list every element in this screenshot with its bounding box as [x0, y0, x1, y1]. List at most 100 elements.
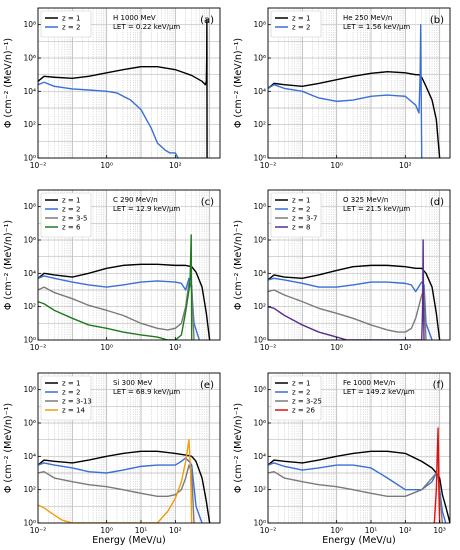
legend: z = 1z = 2z = 3-25z = 26 — [270, 375, 322, 421]
x-tick-label: 10⁻² — [30, 343, 47, 352]
x-axis-label: Energy (MeV/u) — [92, 535, 165, 546]
series-line-z-3-13 — [38, 464, 195, 523]
series-line-z-26 — [433, 427, 441, 523]
series-line-z-1 — [268, 450, 450, 523]
x-tick-label: 10⁰ — [330, 343, 343, 352]
legend-entry: z = 2 — [292, 24, 310, 32]
panel-tag: (e) — [200, 380, 214, 391]
legend-entry: z = 3-7 — [292, 215, 317, 223]
y-axis-label: Φ (cm⁻² (MeV/n)⁻¹) — [233, 220, 244, 310]
legend-entry: z = 2 — [292, 206, 310, 214]
y-tick-label: 10⁸ — [253, 202, 266, 211]
legend-entry: z = 8 — [292, 224, 310, 232]
y-tick-label: 10⁶ — [23, 236, 36, 245]
legend-entry: z = 2 — [62, 389, 80, 397]
panel-tag: (c) — [201, 197, 214, 208]
panel-tag: (b) — [430, 15, 444, 26]
series-line-z-3-5 — [38, 281, 195, 340]
let-label: LET = 149.2 keV/µm — [343, 388, 415, 396]
series-line-z-1 — [268, 71, 441, 158]
y-tick-label: 10⁰ — [253, 154, 266, 163]
y-tick-label: 10² — [23, 302, 36, 311]
series-line-z-3-7 — [268, 289, 427, 340]
y-tick-label: 10⁰ — [23, 519, 36, 528]
y-tick-label: 10⁸ — [23, 20, 36, 29]
y-tick-label: 10² — [23, 120, 36, 129]
x-tick-label: 10⁰ — [330, 526, 343, 535]
legend-entry: z = 3-13 — [62, 398, 92, 406]
legend-entry: z = 1 — [62, 197, 80, 205]
y-tick-label: 10⁴ — [253, 452, 266, 461]
y-tick-label: 10⁶ — [253, 236, 266, 245]
series-line-z-3-25 — [268, 470, 444, 523]
legend-entry: z = 1 — [62, 380, 80, 388]
y-axis-label: Φ (cm⁻² (MeV/n)⁻¹) — [233, 38, 244, 128]
legend-entry: z = 1 — [292, 380, 310, 388]
series-line-z-1 — [268, 264, 441, 340]
y-tick-label: 10⁶ — [253, 54, 266, 63]
legend: z = 1z = 2 — [40, 10, 92, 38]
ion-label: C 290 MeV/n — [113, 196, 158, 204]
y-tick-label: 10⁸ — [253, 385, 266, 394]
legend: z = 1z = 2z = 3-7z = 8 — [270, 192, 322, 238]
y-tick-label: 10⁴ — [23, 87, 36, 96]
x-axis-label: Energy (MeV/u) — [322, 535, 395, 546]
y-tick-label: 10⁴ — [253, 269, 266, 278]
y-tick-label: 10⁰ — [253, 519, 266, 528]
legend-entry: z = 2 — [62, 206, 80, 214]
plot-frame — [37, 189, 221, 341]
let-label: LET = 21.5 keV/µm — [343, 205, 410, 213]
x-tick-label: 10² — [169, 161, 182, 170]
legend-entry: z = 26 — [292, 407, 315, 415]
ion-label: Fe 1000 MeV/n — [343, 379, 395, 387]
legend-entry: z = 3-25 — [292, 398, 322, 406]
plot-frame — [37, 372, 221, 524]
x-tick-label: 10⁰ — [100, 161, 113, 170]
legend-entry: z = 1 — [292, 197, 310, 205]
let-label: LET = 0.22 keV/µm — [113, 23, 180, 31]
x-tick-label: 10² — [169, 343, 182, 352]
series-line-z-2 — [38, 81, 179, 158]
x-tick-label: 10¹ — [135, 526, 148, 535]
x-tick-label: 10² — [399, 161, 412, 170]
y-tick-label: 10² — [23, 485, 36, 494]
x-tick-label: 10⁰ — [100, 526, 113, 535]
legend-entry: z = 14 — [62, 407, 85, 415]
y-tick-label: 10⁶ — [253, 419, 266, 428]
legend-entry: z = 3-5 — [62, 215, 87, 223]
y-axis-label: Φ (cm⁻² (MeV/n)⁻¹) — [3, 220, 14, 310]
series-line-z-2 — [268, 23, 423, 158]
x-tick-label: 10⁰ — [100, 343, 113, 352]
y-tick-label: 10⁸ — [23, 202, 36, 211]
y-axis-label: Φ (cm⁻² (MeV/n)⁻¹) — [3, 38, 14, 128]
plot-frame — [267, 372, 451, 524]
y-tick-label: 10² — [253, 302, 266, 311]
x-tick-label: 10⁻² — [260, 343, 277, 352]
legend-entry: z = 1 — [62, 15, 80, 23]
x-tick-label: 10⁻² — [260, 526, 277, 535]
legend: z = 1z = 2z = 3-13z = 14 — [40, 375, 92, 421]
x-tick-label: 10² — [399, 526, 412, 535]
grid — [267, 189, 451, 341]
plot-frame — [37, 7, 221, 159]
let-label: LET = 12.9 keV/µm — [113, 205, 180, 213]
panel-tag: (a) — [200, 15, 214, 26]
x-tick-label: 10⁻² — [30, 161, 47, 170]
let-label: LET = 1.56 keV/µm — [343, 23, 410, 31]
x-tick-label: 10⁰ — [330, 161, 343, 170]
panel-tag: (d) — [430, 197, 444, 208]
y-axis-label: Φ (cm⁻² (MeV/n)⁻¹) — [3, 403, 14, 493]
y-tick-label: 10⁴ — [23, 269, 36, 278]
panel-tag: (f) — [433, 380, 444, 391]
y-tick-label: 10² — [253, 485, 266, 494]
series-line-z-1 — [38, 18, 208, 158]
y-tick-label: 10⁰ — [253, 336, 266, 345]
y-tick-label: 10⁸ — [253, 20, 266, 29]
let-label: LET = 68.9 keV/µm — [113, 388, 180, 396]
